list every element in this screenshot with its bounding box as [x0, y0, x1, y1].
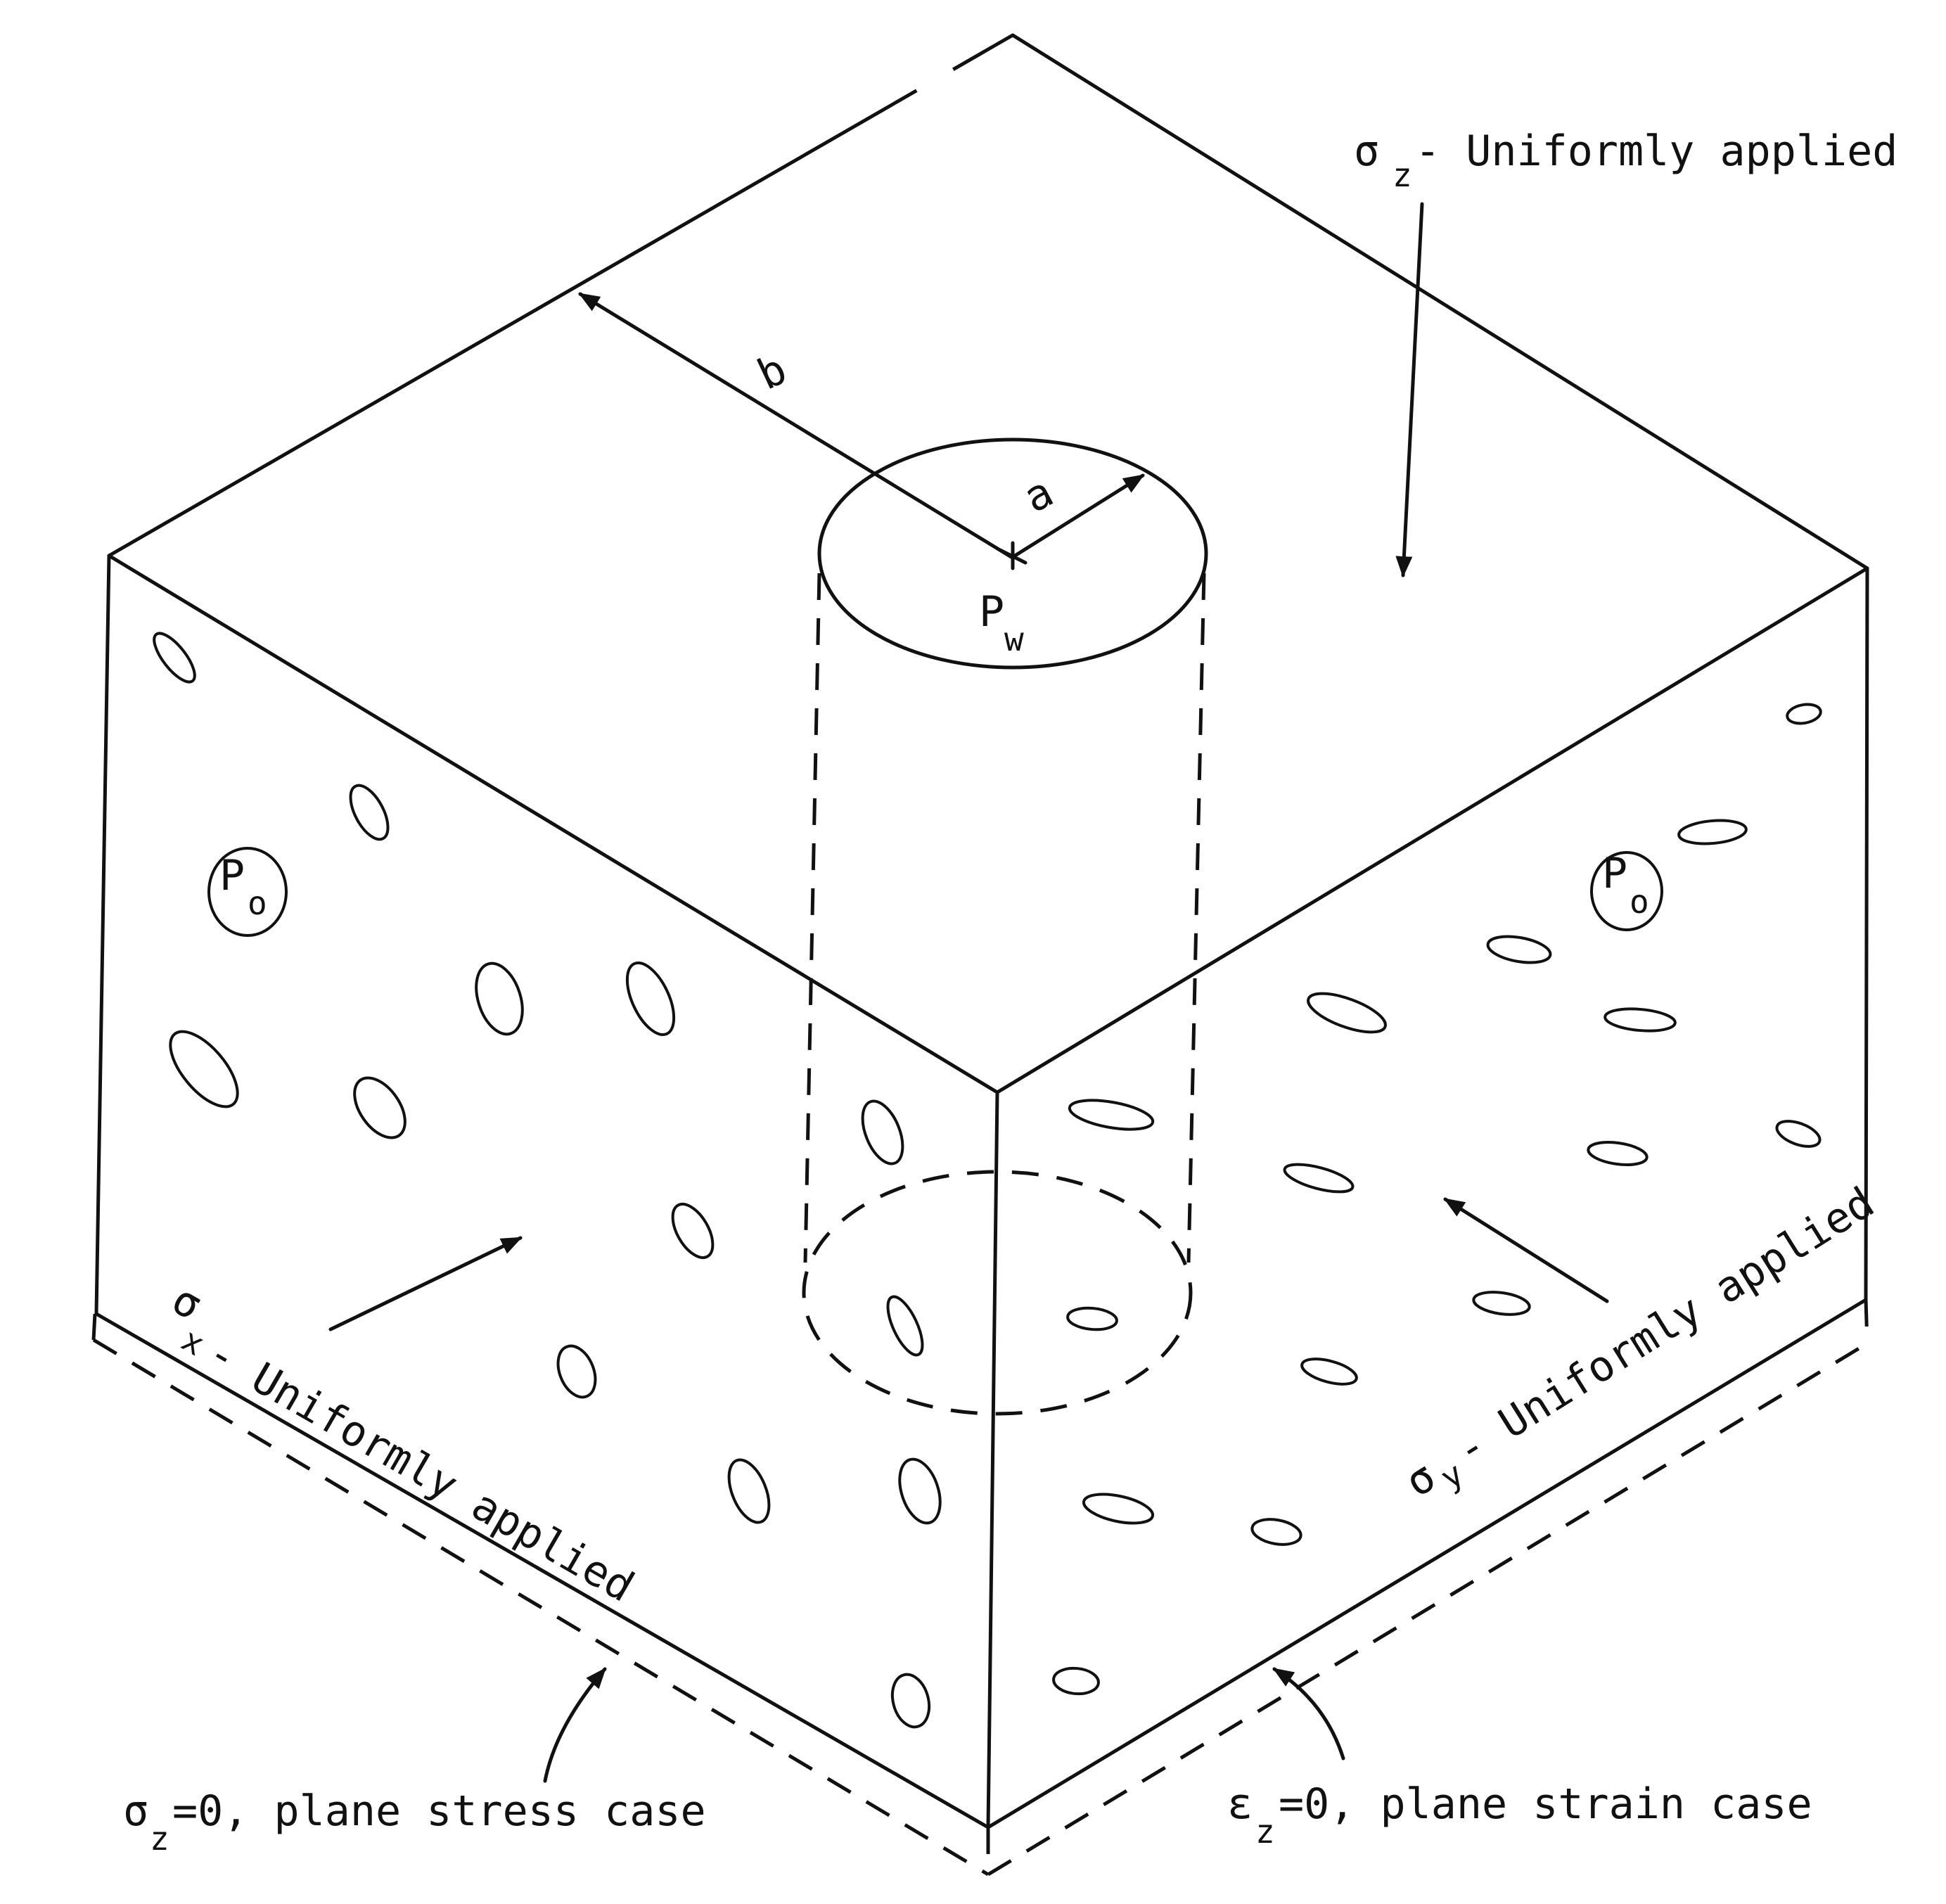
sigma-z-label: - Uniformly applied — [1415, 127, 1897, 176]
pore — [890, 1673, 931, 1729]
pore — [1250, 1518, 1302, 1546]
po-right-symbol: P — [1602, 849, 1627, 898]
wellbore — [802, 437, 1208, 1416]
pore — [898, 1457, 942, 1525]
pore — [1052, 1666, 1100, 1696]
labels: σ z - Uniformly applied b a P w P o P o … — [123, 127, 1897, 1858]
sigma-z-arrow — [1395, 202, 1424, 577]
pore — [1283, 1163, 1355, 1194]
pore — [1677, 819, 1748, 845]
center-mark — [998, 541, 1028, 570]
plane-stress-pointer — [543, 1667, 607, 1783]
plane-strain-pointer — [1272, 1667, 1345, 1761]
sigma-x-label-group: σ x - Uniformly applied — [164, 1274, 642, 1612]
plane-strain-label: =0, plane strain case — [1279, 1780, 1812, 1829]
pw-subscript: w — [1004, 620, 1024, 658]
scan-gap — [911, 61, 959, 101]
pore — [1603, 1007, 1677, 1033]
bottom-right-edge — [986, 1298, 1868, 1829]
po-left-subscript: o — [248, 884, 267, 922]
pore — [1307, 992, 1387, 1034]
pore — [353, 1076, 407, 1139]
sigma-y-arrow — [1443, 1197, 1609, 1303]
pore — [1082, 1493, 1155, 1525]
wellbore-bottom-circle — [802, 1170, 1193, 1416]
pore — [886, 1295, 924, 1357]
pore — [1486, 935, 1552, 964]
dashed-left-base — [92, 1338, 990, 1877]
dim-b-arrow — [578, 292, 1013, 559]
plane-stress-subscript: z — [150, 1820, 169, 1858]
pore — [625, 961, 676, 1037]
right-face-pores — [1052, 703, 1822, 1696]
pore — [556, 1344, 597, 1399]
pore — [153, 632, 196, 684]
pore — [1786, 703, 1822, 725]
sigma-z-symbol: σ — [1354, 127, 1379, 176]
pore — [1472, 1291, 1531, 1316]
pore — [349, 784, 390, 841]
sigma-y-label-group: σ y - Uniformly applied — [1397, 1178, 1883, 1507]
dim-b-label: b — [750, 345, 794, 400]
po-right-subscript: o — [1630, 883, 1649, 921]
pore — [1068, 1099, 1155, 1131]
dashed-base-outline — [91, 1299, 1869, 1877]
sigma-x-arrow — [328, 1236, 523, 1331]
dashed-right-drop — [1864, 1299, 1869, 1344]
sigma-y-symbol: σ — [1397, 1452, 1445, 1507]
pore — [1300, 1357, 1358, 1386]
pore — [169, 1030, 239, 1108]
load-arrows — [328, 202, 1609, 1783]
sigma-z-subscript: z — [1393, 156, 1412, 194]
plane-strain-subscript: z — [1255, 1813, 1275, 1851]
po-left-symbol: P — [219, 851, 245, 900]
wellbore-right-wall — [1186, 573, 1206, 1263]
pore — [475, 961, 524, 1036]
pw-symbol: P — [979, 587, 1004, 637]
dim-a-arrow — [1011, 473, 1145, 559]
front-vertical-edge — [986, 1090, 999, 1829]
block-edges — [94, 33, 1869, 1829]
left-face-pores — [153, 632, 942, 1729]
plane-stress-sigma: σ — [123, 1787, 148, 1836]
wellbore-top-circle — [817, 437, 1208, 670]
pore — [1587, 1141, 1649, 1166]
left-vertical-edge — [94, 554, 111, 1316]
pore — [1066, 1306, 1118, 1331]
wellbore-left-wall — [803, 573, 821, 1263]
pore-po-circle — [1590, 851, 1663, 931]
top-face-outline — [107, 33, 1869, 1094]
pore — [671, 1203, 715, 1259]
right-vertical-edge — [1864, 566, 1869, 1302]
bottom-left-edge — [94, 1312, 990, 1829]
sigma-y-label: - Uniformly applied — [1447, 1178, 1883, 1476]
dim-a-label: a — [1016, 467, 1061, 523]
pore — [727, 1458, 771, 1524]
pore — [1775, 1120, 1822, 1148]
pore-po-circle — [207, 847, 288, 937]
dashed-left-drop — [91, 1313, 97, 1341]
dashed-right-base — [987, 1341, 1869, 1877]
dimensions — [578, 292, 1145, 570]
plane-stress-label: =0, plane stress case — [172, 1787, 706, 1836]
pore — [861, 1099, 904, 1165]
plane-strain-epsilon: ε — [1227, 1780, 1253, 1829]
sigma-x-label: - Uniformly applied — [200, 1328, 642, 1612]
sigma-x-symbol: σ — [164, 1274, 210, 1330]
